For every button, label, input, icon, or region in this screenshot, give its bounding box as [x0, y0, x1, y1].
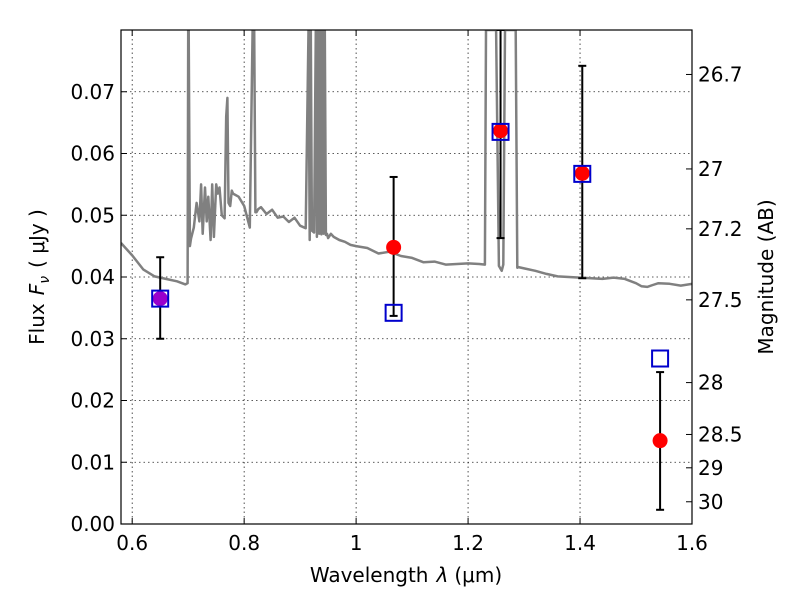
y-axis-label: FluxFν( μJy ): [25, 209, 53, 345]
error-bars: [156, 30, 665, 511]
observed-point: [386, 239, 402, 255]
x-tick-label: 1.2: [452, 531, 484, 555]
y2-axis-ticks: 26.7 27 27.2 27.5 28 28.5 29 30: [686, 62, 743, 514]
y-tick-label: 0.03: [70, 327, 115, 351]
y-tick-label: 0.06: [70, 142, 115, 166]
model-spectrum-line: [121, 30, 692, 289]
x-tick-label: 1.6: [676, 531, 708, 555]
observed-point: [574, 165, 590, 181]
x-axis-ticks: 0.6 0.8 1 1.2 1.4 1.6: [116, 30, 708, 555]
y2-axis-label: Magnitude (AB): [754, 199, 778, 354]
y2-tick-label: 28: [698, 371, 723, 395]
model-spectrum: [121, 30, 692, 289]
y2-tick-label: 28.5: [698, 422, 743, 446]
x-tick-label: 1.4: [564, 531, 596, 555]
y-tick-label: 0.01: [70, 450, 115, 474]
x-axis-label: Wavelength λ (μm): [310, 563, 502, 587]
model-photometry-point: [151, 289, 170, 308]
model-photometry-point: [384, 303, 403, 322]
y2-tick-label: 27.2: [698, 217, 743, 241]
x-tick-label: 0.8: [228, 531, 260, 555]
y-tick-label: 0.00: [70, 512, 115, 536]
observed-point: [493, 123, 509, 139]
observed-point: [652, 433, 668, 449]
grid: [121, 30, 692, 524]
y2-tick-label: 27.5: [698, 288, 743, 312]
y2-tick-label: 26.7: [698, 62, 743, 86]
data-markers: [151, 122, 670, 449]
y2-tick-label: 30: [698, 490, 723, 514]
x-tick-label: 1: [350, 531, 363, 555]
model-photometry-point: [651, 349, 670, 368]
y-tick-label: 0.07: [70, 80, 115, 104]
y-tick-label: 0.04: [70, 265, 115, 289]
y2-tick-label: 29: [698, 456, 723, 480]
y2-tick-label: 27: [698, 157, 723, 181]
model-photometry-point: [491, 122, 510, 141]
y-tick-label: 0.05: [70, 203, 115, 227]
model-photometry-point: [573, 164, 592, 183]
y-tick-label: 0.02: [70, 389, 115, 413]
observed-point: [152, 291, 168, 307]
y-axis-ticks: 0.00 0.01 0.02 0.03 0.04 0.05 0.06 0.07: [70, 80, 127, 536]
x-tick-label: 0.6: [116, 531, 148, 555]
